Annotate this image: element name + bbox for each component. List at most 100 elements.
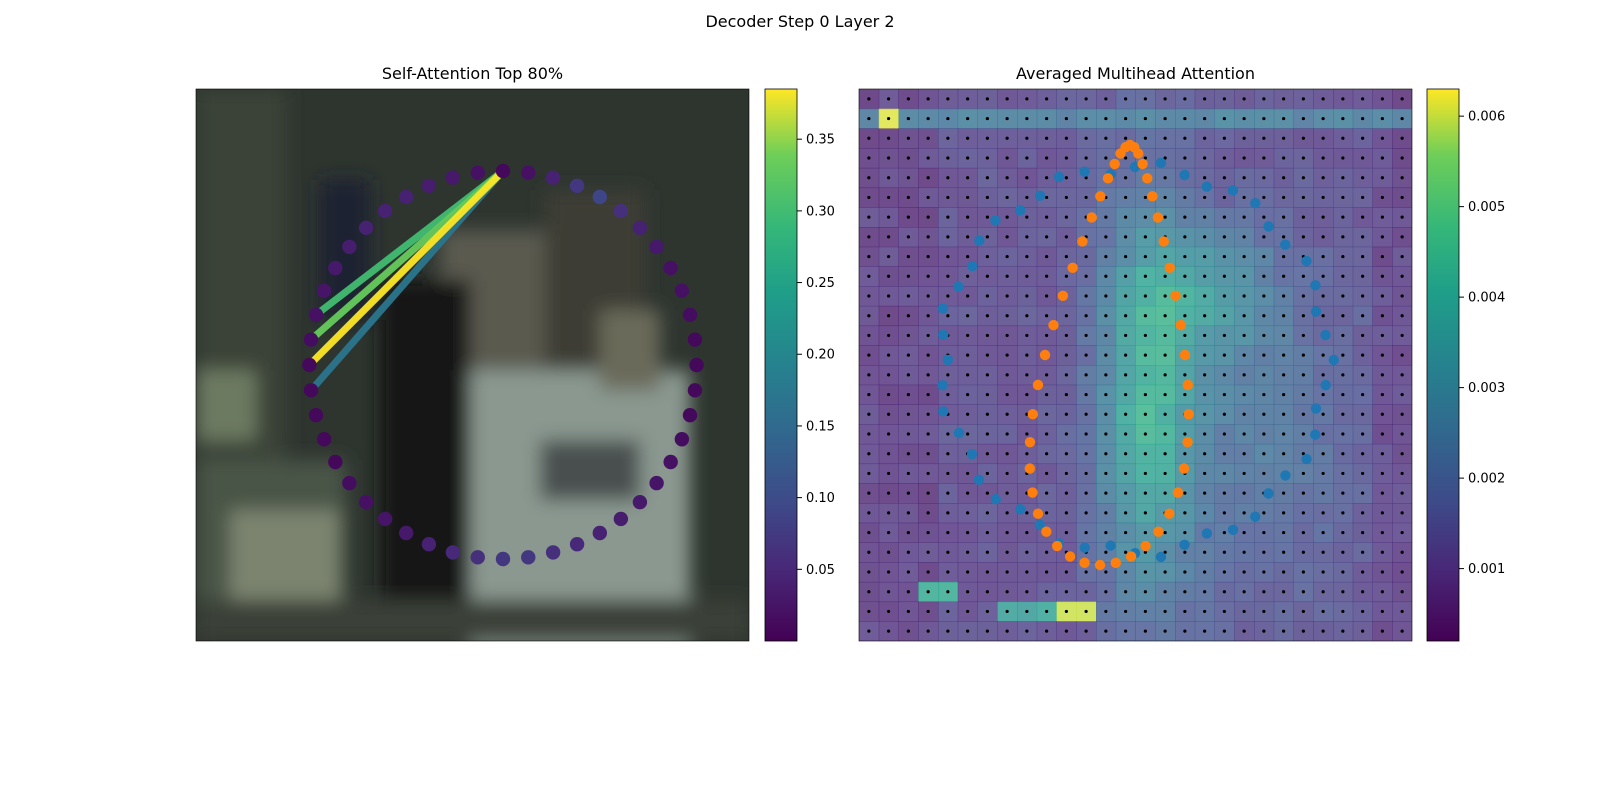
contour-point [470,550,485,565]
grid-dot [1361,373,1365,377]
grid-dot [1380,333,1384,338]
figure-title: Decoder Step 0 Layer 2 [705,12,895,31]
grid-dot [1222,570,1226,574]
grid-dot [1301,590,1305,594]
grid-dot [867,195,871,200]
grid-dot [1341,511,1345,515]
grid-dot [1064,314,1068,318]
grid-dot [1262,294,1266,298]
grid-dot [1045,333,1049,338]
grid-dot [1341,254,1345,259]
grid-dot [1005,471,1009,476]
contour-point [303,383,319,398]
grid-dot [887,353,891,357]
grid-dot [1262,412,1266,416]
grid-dot [1341,353,1345,357]
grid-dot [1321,511,1325,515]
orange-contour-point [1102,173,1114,184]
grid-dot [1203,452,1207,456]
grid-dot [946,511,950,515]
grid-dot [946,136,950,140]
grid-dot [1064,491,1068,495]
grid-dot [1341,530,1345,535]
grid-dot [985,412,989,416]
contour-point [308,408,324,423]
grid-dot [966,412,970,416]
grid-dot [1025,156,1029,160]
grid-dot [1163,452,1167,456]
grid-dot [1084,530,1088,535]
grid-dot [1380,550,1384,554]
blue-contour-point [967,260,978,272]
grid-dot [1183,452,1187,456]
grid-dot [1242,570,1246,574]
grid-dot [1104,452,1108,456]
grid-dot [1005,629,1009,633]
grid-dot [1183,195,1187,200]
grid-dot [1301,373,1305,377]
grid-dot [1282,136,1286,140]
grid-dot [1282,254,1286,259]
grid-dot [1222,629,1226,633]
grid-dot [1124,570,1128,574]
grid-dot [1321,471,1325,476]
blue-contour-point [1201,528,1213,539]
grid-dot [1361,116,1365,121]
grid-dot [946,432,950,436]
contour-point [302,357,317,373]
grid-dot [1301,195,1305,200]
grid-dot [1301,392,1305,397]
grid-dot [1005,314,1009,318]
grid-dot [966,530,970,535]
contour-point [687,332,703,347]
grid-dot [1361,609,1365,614]
grid-dot [1084,294,1088,298]
grid-dot [946,452,950,456]
grid-dot [1400,590,1404,594]
grid-dot [1005,392,1009,397]
grid-dot [1025,609,1029,614]
grid-dot [1163,373,1167,377]
contour-point [495,163,511,179]
contour-point [398,189,414,205]
grid-dot [1104,353,1108,357]
grid-dot [1143,392,1147,397]
blue-contour-point [953,281,964,293]
grid-dot [985,274,989,278]
grid-dot [1222,471,1226,476]
grid-dot [1242,136,1246,140]
grid-dot [1282,432,1286,436]
grid-dot [966,156,970,160]
grid-dot [1163,392,1167,397]
grid-dot [926,392,930,397]
grid-dot [1124,215,1128,219]
grid-dot [1380,156,1384,160]
grid-dot [985,629,989,633]
grid-dot [1104,471,1108,476]
grid-dot [985,136,989,140]
grid-dot [1400,254,1404,259]
blue-contour-points [937,157,1339,563]
grid-dot [1203,235,1207,239]
grid-dot [1203,511,1207,515]
grid-dot [887,373,891,377]
grid-dot [926,530,930,535]
grid-dot [1361,530,1365,535]
orange-contour-point [1027,487,1038,498]
grid-dot [1400,136,1404,140]
grid-dot [1262,274,1266,278]
contour-point [632,220,648,236]
grid-dot [1222,550,1226,554]
orange-contour-point [1064,551,1076,562]
grid-dot [1321,609,1325,614]
grid-dot [926,511,930,515]
grid-dot [1222,116,1226,121]
grid-dot [926,136,930,140]
grid-dot [1242,412,1246,416]
grid-dot [1045,550,1049,554]
grid-dot [966,432,970,436]
orange-contour-point [1125,551,1137,562]
grid-dot [985,294,989,298]
grid-dot [1025,195,1029,200]
grid-dot [1163,353,1167,357]
